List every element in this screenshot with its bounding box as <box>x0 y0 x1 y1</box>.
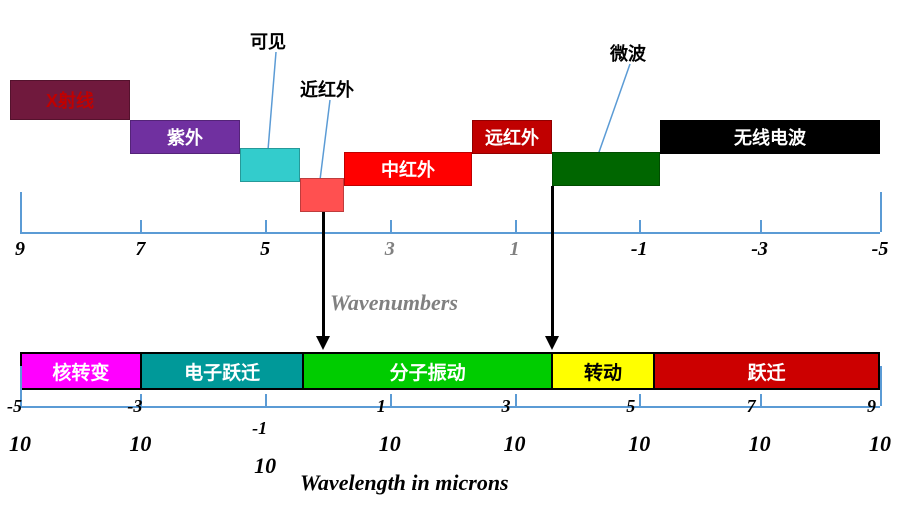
band-microwave <box>552 152 660 186</box>
wavelength-axis-title: Wavelength in microns <box>300 470 509 496</box>
wavenumber-tick: -3 <box>751 238 768 261</box>
band-xray: X射线 <box>10 80 130 120</box>
wavenumber-tick: 5 <box>260 238 270 261</box>
band-visible <box>240 148 300 182</box>
wavelength-tick: 110 <box>379 410 401 457</box>
process-row: 核转变电子跃迁分子振动转动跃迁 <box>20 352 880 390</box>
wavelength-tick: 510 <box>628 410 650 457</box>
wavenumber-tick: 9 <box>15 238 25 261</box>
band-mir: 中红外 <box>344 152 472 186</box>
band-fir: 远红外 <box>472 120 552 154</box>
wavenumber-tick: 1 <box>510 238 520 261</box>
wavelength-tick: 910 <box>869 410 891 457</box>
wavelength-tick: 710 <box>749 410 771 457</box>
wavenumber-tick: 7 <box>135 238 145 261</box>
callout-line-visible <box>268 52 276 150</box>
wavenumber-tick: -5 <box>872 238 889 261</box>
wavenumber-tick: -1 <box>631 238 648 261</box>
process-transition: 跃迁 <box>655 354 878 388</box>
callout-visible: 可见 <box>250 28 286 54</box>
wavelength-tick: -310 <box>129 410 151 457</box>
process-electronic: 电子跃迁 <box>142 354 305 388</box>
band-radio: 无线电波 <box>660 120 880 154</box>
callout-microwave: 微波 <box>610 40 646 66</box>
wavenumber-tick: 3 <box>385 238 395 261</box>
callout-nir: 近红外 <box>300 76 354 102</box>
wavelength-tick: -110 <box>254 432 276 479</box>
wavelength-tick: -510 <box>9 410 31 457</box>
band-uv: 紫外 <box>130 120 240 154</box>
process-rotation: 转动 <box>553 354 656 388</box>
process-nuclear: 核转变 <box>22 354 142 388</box>
callout-line-nir <box>320 100 330 180</box>
wavelength-tick: 310 <box>504 410 526 457</box>
band-nir <box>300 178 344 212</box>
wavenumber-axis-title: Wavenumbers <box>330 290 458 316</box>
callout-line-microwave <box>598 64 630 155</box>
process-vibration: 分子振动 <box>304 354 552 388</box>
